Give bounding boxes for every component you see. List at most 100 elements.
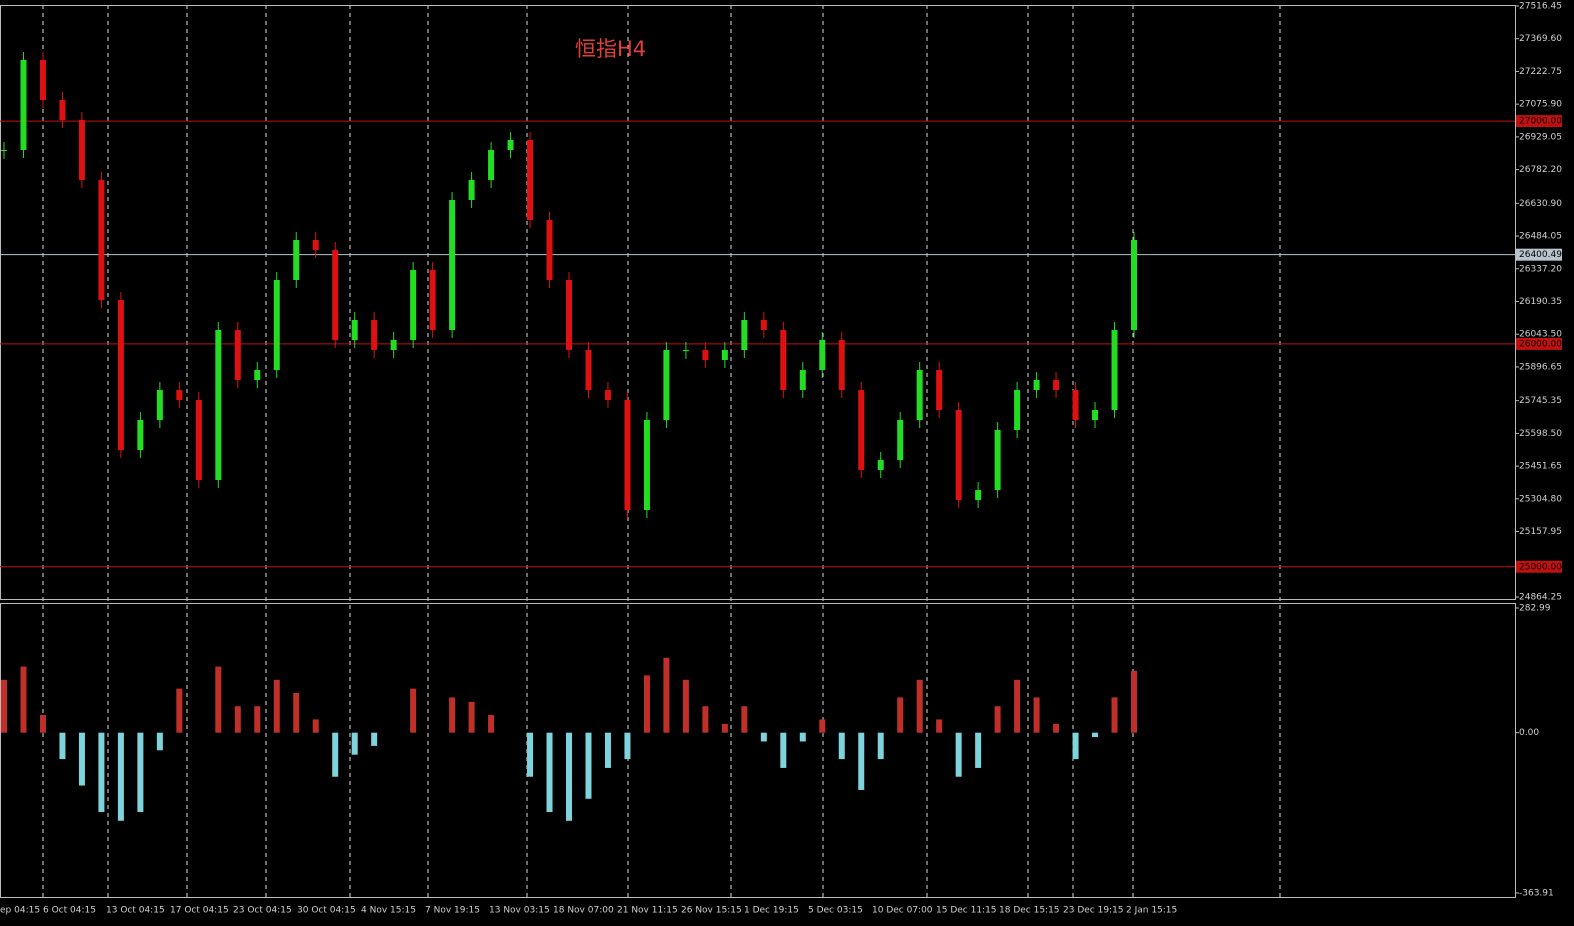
macd-bar	[780, 732, 787, 768]
y-tick-label: 25896.65	[1519, 362, 1562, 372]
candle	[838, 340, 845, 391]
candle	[293, 240, 300, 281]
candle	[643, 420, 650, 511]
level-tag	[1516, 248, 1562, 261]
candle	[98, 180, 105, 300]
macd-y-tick-label: -363.91	[1519, 889, 1554, 899]
macd-bar	[293, 693, 300, 733]
level-label: 25000.00	[1519, 562, 1562, 572]
candle	[1014, 390, 1021, 431]
macd-bar	[351, 732, 358, 755]
macd-bar	[78, 732, 85, 786]
y-tick-label: 27516.45	[1519, 2, 1562, 12]
macd-bar	[488, 715, 495, 733]
candle	[527, 140, 534, 221]
macd-bar	[156, 732, 163, 751]
candle	[78, 120, 85, 181]
candle	[1131, 240, 1137, 331]
macd-bar	[604, 732, 611, 768]
macd-bar	[273, 679, 280, 733]
y-tick-label: 25157.95	[1519, 527, 1562, 537]
y-tick-label: 27075.90	[1519, 100, 1562, 110]
x-tick-label: ep 04:15	[0, 906, 40, 916]
macd-bar	[137, 732, 144, 812]
macd-bar	[819, 719, 826, 733]
x-tick-label: 13 Oct 04:15	[106, 906, 165, 916]
macd-bar	[59, 732, 66, 760]
candle	[273, 280, 280, 371]
macd-bar	[312, 719, 319, 733]
candle	[897, 420, 904, 461]
level-tag	[1516, 560, 1562, 573]
candle	[59, 100, 66, 121]
macd-y-tick-label: 0.00	[1519, 728, 1539, 738]
macd-bar	[994, 706, 1001, 733]
candle	[624, 400, 631, 511]
macd-bar	[1111, 697, 1118, 733]
macd-bar	[936, 719, 943, 733]
level-label: 26000.00	[1519, 339, 1562, 349]
y-tick-label: 25451.65	[1519, 462, 1562, 472]
x-tick-label: 30 Oct 04:15	[297, 906, 356, 916]
macd-bar	[721, 723, 728, 733]
candle	[955, 410, 962, 501]
macd-bar	[332, 732, 339, 777]
x-tick-label: 1 Dec 19:15	[744, 906, 799, 916]
macd-bar	[877, 732, 884, 760]
y-tick-label: 27222.75	[1519, 67, 1562, 77]
y-tick-label: 27369.60	[1519, 34, 1562, 44]
candle	[936, 370, 943, 411]
macd-frame	[0, 603, 1516, 898]
x-tick-label: 18 Nov 07:00	[553, 906, 614, 916]
candle	[410, 270, 417, 341]
macd-bar	[702, 706, 709, 733]
candle	[1, 150, 7, 152]
candle	[351, 320, 358, 341]
y-tick-label: 25745.35	[1519, 396, 1562, 406]
macd-bar	[117, 732, 124, 821]
macd-bar	[468, 701, 475, 733]
macd-bar	[1014, 679, 1021, 733]
macd-bar	[20, 666, 27, 733]
x-tick-label: 26 Nov 15:15	[681, 906, 742, 916]
macd-bar	[176, 688, 183, 733]
candle	[1033, 380, 1040, 391]
macd-bar	[1033, 697, 1040, 733]
candle	[156, 390, 163, 421]
candle	[1072, 390, 1079, 421]
macd-bar	[410, 688, 417, 733]
x-tick-label: 23 Dec 19:15	[1063, 906, 1124, 916]
candle	[799, 370, 806, 391]
x-tick-label: 7 Nov 19:15	[425, 906, 480, 916]
y-tick-label: 25304.80	[1519, 494, 1562, 504]
macd-bar	[741, 706, 748, 733]
candle	[819, 340, 826, 371]
macd-bar	[1092, 732, 1099, 738]
candle	[1092, 410, 1099, 421]
macd-y-tick-label: 282.99	[1519, 604, 1551, 614]
x-tick-label: 6 Oct 04:15	[43, 906, 96, 916]
macd-bar	[254, 706, 261, 733]
candle	[994, 430, 1001, 491]
candle	[702, 350, 709, 361]
x-tick-label: 21 Nov 11:15	[617, 906, 678, 916]
macd-bar	[1131, 670, 1137, 733]
candle	[780, 330, 787, 391]
candle	[858, 390, 865, 471]
macd-bar	[663, 657, 670, 733]
candle	[682, 350, 689, 352]
level-label: 27000.00	[1519, 117, 1562, 127]
candle	[390, 340, 397, 351]
level-tag	[1516, 115, 1562, 128]
x-tick-label: 17 Oct 04:15	[170, 906, 229, 916]
macd-bar	[234, 706, 241, 733]
y-tick-label: 26929.05	[1519, 132, 1562, 142]
macd-bar	[858, 732, 865, 790]
candle	[546, 220, 553, 281]
candle	[254, 370, 261, 381]
y-tick-label: 26337.20	[1519, 264, 1562, 274]
macd-bar	[449, 697, 456, 733]
macd-bar	[916, 679, 923, 733]
macd-bar	[955, 732, 962, 777]
